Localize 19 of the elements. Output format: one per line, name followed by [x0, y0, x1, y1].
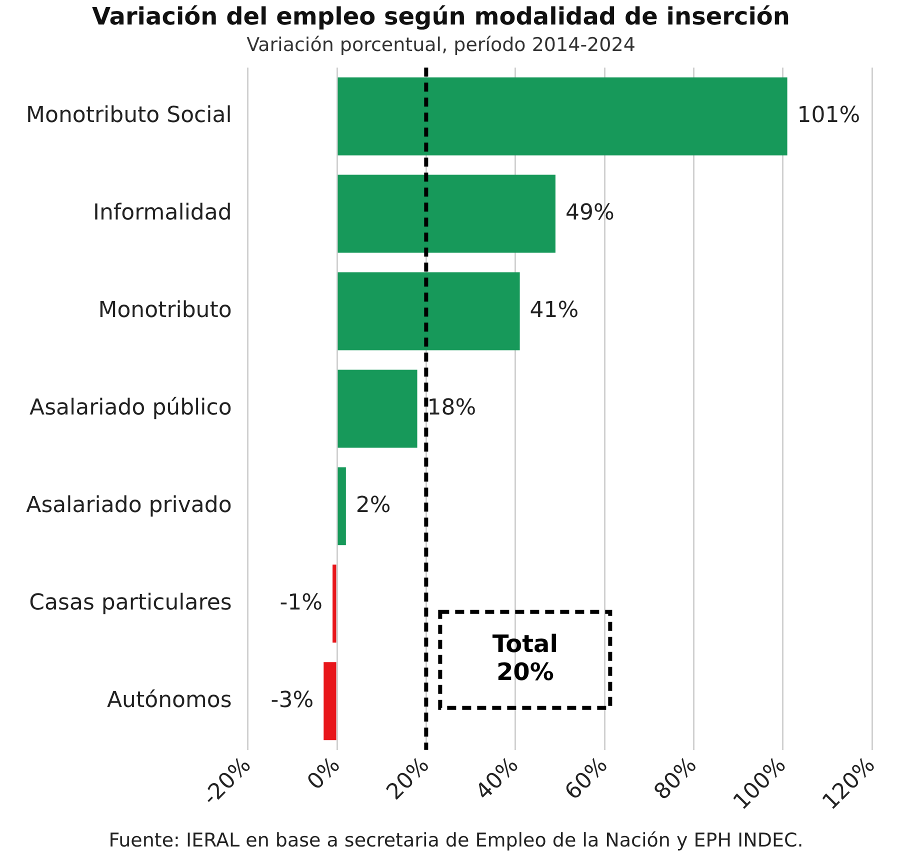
data-label: 41%	[530, 298, 579, 323]
y-tick-label: Casas particulares	[29, 590, 232, 616]
data-label: -1%	[280, 590, 323, 616]
data-label: 101%	[797, 103, 860, 128]
y-tick-label: Asalariado público	[30, 395, 232, 420]
y-tick-label: Informalidad	[93, 200, 232, 226]
y-tick-label: Monotributo Social	[26, 103, 232, 128]
y-tick-label: Autónomos	[107, 688, 232, 713]
x-tick-label: 0%	[302, 752, 346, 796]
chart-subtitle: Variación porcentual, período 2014-2024	[246, 34, 636, 56]
source-note: Fuente: IERAL en base a secretaria de Empleo de la Nación y EPH INDEC.	[108, 829, 804, 852]
y-tick-label: Monotributo	[98, 298, 232, 323]
data-label: 2%	[356, 492, 391, 518]
data-label: -3%	[270, 688, 314, 713]
data-label: 18%	[427, 395, 476, 420]
ref-line-label: Total 20%	[492, 630, 558, 686]
data-label: 49%	[565, 200, 614, 226]
y-tick-label: Asalariado privado	[26, 492, 232, 518]
chart-title: Variación del empleo según modalidad de inserción	[92, 2, 790, 31]
